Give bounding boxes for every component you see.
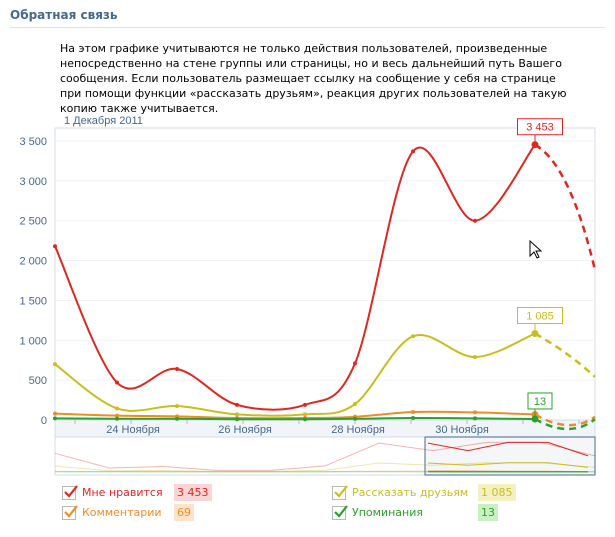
overview-line xyxy=(54,441,596,471)
data-point xyxy=(303,417,307,422)
section-divider xyxy=(10,27,605,28)
section-title: Обратная связь xyxy=(10,8,118,22)
data-point xyxy=(353,416,357,421)
legend-value-share: 1 085 xyxy=(478,484,516,501)
legend-item-comments[interactable]: Комментарии 69 xyxy=(62,504,194,521)
overview-selected-line xyxy=(427,441,589,457)
data-label-box xyxy=(517,307,563,325)
legend-value-comments: 69 xyxy=(174,504,194,521)
mouse-cursor-icon xyxy=(529,239,543,259)
data-point xyxy=(235,412,239,417)
data-point xyxy=(473,355,477,360)
data-point xyxy=(353,402,357,407)
checkbox-share[interactable] xyxy=(332,484,348,500)
data-label-box xyxy=(527,392,553,410)
series-forecast-line xyxy=(534,332,596,378)
data-point xyxy=(53,411,57,416)
data-point xyxy=(235,417,239,422)
x-tick-label: 24 Ноября xyxy=(106,424,160,436)
plot-area xyxy=(54,127,596,421)
checkmark-icon xyxy=(64,484,78,498)
data-label-box xyxy=(517,118,563,136)
checkbox-likes[interactable] xyxy=(62,484,78,500)
legend-item-likes[interactable]: Мне нравится 3 453 xyxy=(62,484,212,501)
y-tick-label: 3 000 xyxy=(19,176,47,188)
data-point xyxy=(175,416,179,421)
y-tick-label: 500 xyxy=(29,375,47,387)
data-point xyxy=(411,334,415,339)
data-point xyxy=(175,366,179,371)
section-description: На этом графике учитываются не только де… xyxy=(60,42,567,115)
data-point xyxy=(473,218,477,223)
x-tick-label: 26 Ноября xyxy=(218,424,272,436)
data-label: 13 xyxy=(534,396,546,408)
data-point xyxy=(411,149,415,154)
legend-item-share[interactable]: Рассказать друзьям 1 085 xyxy=(332,484,516,501)
checkmark-icon xyxy=(64,504,78,518)
data-point xyxy=(53,416,57,421)
data-point xyxy=(115,380,119,385)
legend-label-share: Рассказать друзьям xyxy=(352,486,469,499)
checkbox-comments[interactable] xyxy=(62,504,78,520)
data-point xyxy=(115,413,119,418)
data-point xyxy=(53,362,57,367)
legend-value-mentions: 13 xyxy=(478,504,498,521)
data-point xyxy=(473,410,477,415)
y-tick-label: 3 500 xyxy=(19,136,47,148)
legend-label-mentions: Упоминания xyxy=(352,506,423,519)
series-forecast-line xyxy=(534,143,597,271)
data-point xyxy=(473,416,477,421)
y-tick-label: 2 000 xyxy=(19,256,47,268)
legend-value-likes: 3 453 xyxy=(174,484,212,501)
data-point xyxy=(115,416,119,421)
series-line xyxy=(54,144,536,411)
legend-label-likes: Мне нравится xyxy=(82,486,163,499)
y-tick-label: 1 000 xyxy=(19,335,47,347)
date-label: 1 Декабря 2011 xyxy=(64,115,143,127)
checkbox-mentions[interactable] xyxy=(332,504,348,520)
overview-selected-line xyxy=(427,462,589,468)
data-label: 1 085 xyxy=(526,311,554,323)
x-tick-label: 30 Ноября xyxy=(435,424,489,436)
data-point xyxy=(411,410,415,415)
data-point xyxy=(353,361,357,366)
data-point xyxy=(303,412,307,417)
x-tick-label: 28 Ноября xyxy=(331,424,385,436)
checkmark-icon xyxy=(334,484,348,498)
data-point xyxy=(115,406,119,411)
checkmark-icon xyxy=(334,504,348,518)
data-label: 3 453 xyxy=(526,122,554,134)
legend-label-comments: Комментарии xyxy=(82,506,162,519)
legend-item-mentions[interactable]: Упоминания 13 xyxy=(332,504,498,521)
y-tick-label: 2 500 xyxy=(19,216,47,228)
y-tick-label: 1 500 xyxy=(19,295,47,307)
data-point xyxy=(175,404,179,409)
data-point xyxy=(53,244,57,249)
overview-selection xyxy=(424,436,596,476)
y-tick-label: 0 xyxy=(41,415,47,427)
data-point xyxy=(303,402,307,407)
data-point xyxy=(235,402,239,407)
data-point xyxy=(411,416,415,421)
